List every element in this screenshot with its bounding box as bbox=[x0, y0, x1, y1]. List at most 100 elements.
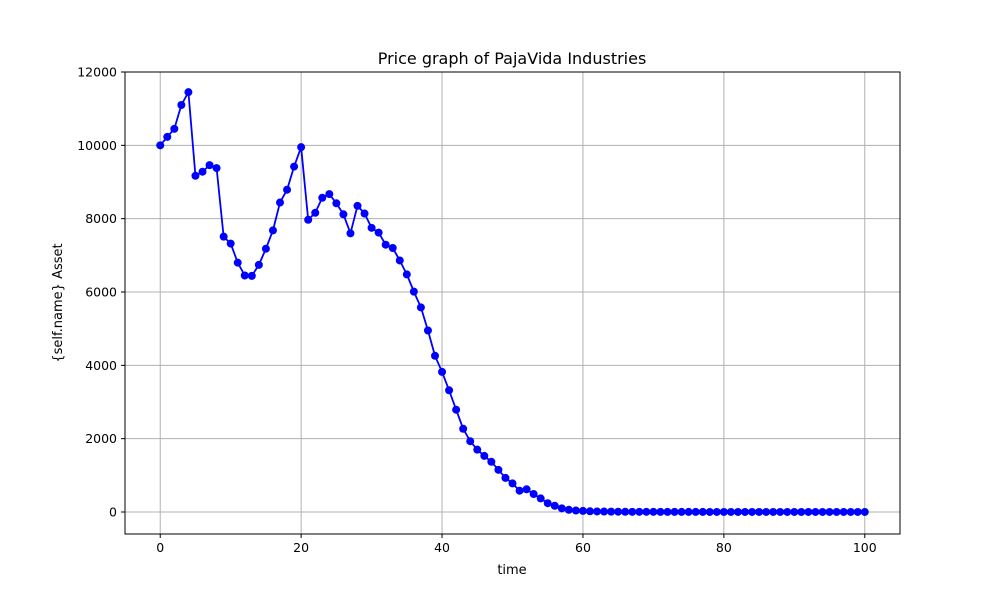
y-tick-label: 4000 bbox=[85, 358, 117, 373]
data-point bbox=[226, 239, 235, 248]
data-point bbox=[642, 507, 651, 516]
data-point bbox=[811, 507, 820, 516]
data-point bbox=[346, 229, 355, 238]
y-tick-label: 0 bbox=[109, 505, 117, 520]
data-point bbox=[268, 226, 277, 235]
data-point bbox=[649, 507, 658, 516]
data-point bbox=[297, 143, 306, 152]
data-point bbox=[254, 260, 263, 269]
data-point bbox=[339, 210, 348, 219]
data-point bbox=[332, 199, 341, 208]
data-point bbox=[691, 507, 700, 516]
x-tick-label: 80 bbox=[716, 540, 732, 555]
data-point bbox=[846, 507, 855, 516]
data-point bbox=[381, 240, 390, 249]
data-point bbox=[621, 507, 630, 516]
data-point bbox=[839, 507, 848, 516]
data-point bbox=[311, 208, 320, 217]
y-axis-label: {self.name} Asset bbox=[51, 243, 66, 362]
data-point bbox=[663, 507, 672, 516]
data-point bbox=[205, 161, 214, 170]
data-point bbox=[395, 256, 404, 265]
data-point bbox=[318, 193, 327, 202]
data-point bbox=[719, 507, 728, 516]
data-point bbox=[304, 215, 313, 224]
data-point bbox=[402, 270, 411, 279]
data-point bbox=[762, 507, 771, 516]
data-point bbox=[741, 507, 749, 516]
data-point bbox=[705, 507, 714, 516]
data-point bbox=[438, 367, 447, 376]
data-point bbox=[677, 507, 686, 516]
data-point bbox=[283, 185, 292, 194]
x-tick-label: 40 bbox=[434, 540, 450, 555]
data-point bbox=[536, 494, 545, 503]
data-point bbox=[684, 507, 693, 516]
data-point bbox=[698, 507, 707, 516]
data-point bbox=[550, 501, 559, 510]
data-point bbox=[571, 506, 580, 515]
data-point bbox=[853, 507, 862, 516]
data-point bbox=[445, 386, 454, 395]
data-point bbox=[600, 507, 609, 516]
data-point bbox=[184, 88, 193, 97]
data-point bbox=[790, 507, 799, 516]
data-point bbox=[480, 451, 489, 460]
y-tick-label: 10000 bbox=[77, 138, 117, 153]
data-point bbox=[219, 232, 228, 241]
data-point bbox=[748, 507, 757, 516]
data-point bbox=[593, 507, 602, 516]
data-point bbox=[586, 507, 594, 516]
data-point bbox=[712, 507, 721, 516]
data-point bbox=[607, 507, 616, 516]
data-point bbox=[409, 287, 418, 296]
data-point bbox=[156, 141, 165, 150]
data-point bbox=[198, 167, 207, 176]
data-point bbox=[508, 479, 517, 488]
data-point bbox=[494, 465, 503, 474]
data-point bbox=[233, 258, 242, 267]
data-point bbox=[177, 101, 186, 109]
x-axis-label: time bbox=[497, 563, 526, 578]
data-point bbox=[635, 507, 644, 516]
data-point bbox=[374, 228, 383, 237]
data-point bbox=[515, 486, 524, 495]
data-point bbox=[170, 124, 179, 133]
plot-area-frame bbox=[124, 71, 901, 535]
data-point bbox=[832, 507, 841, 516]
data-point bbox=[557, 504, 566, 513]
data-point bbox=[543, 499, 552, 508]
y-tick-label: 6000 bbox=[85, 285, 117, 300]
data-point bbox=[423, 326, 432, 335]
y-tick-label: 2000 bbox=[85, 431, 117, 446]
data-point bbox=[452, 405, 461, 414]
data-point bbox=[769, 507, 778, 516]
data-point bbox=[466, 437, 475, 446]
data-point bbox=[804, 507, 813, 516]
data-point bbox=[614, 507, 623, 516]
data-point bbox=[247, 271, 256, 280]
data-point bbox=[360, 209, 369, 218]
data-point bbox=[367, 223, 376, 232]
data-point bbox=[212, 164, 221, 173]
x-tick-label: 100 bbox=[853, 540, 877, 555]
x-tick-label: 60 bbox=[575, 540, 591, 555]
data-point bbox=[818, 507, 827, 516]
data-point bbox=[522, 485, 531, 494]
data-point bbox=[825, 507, 834, 516]
data-point bbox=[261, 244, 270, 253]
data-point bbox=[860, 507, 869, 516]
data-point bbox=[416, 303, 425, 312]
data-point bbox=[628, 507, 637, 516]
x-axis-ticks: 0 20 40 60 80 100 bbox=[156, 534, 877, 555]
chart-title: Price graph of PajaVida Industries bbox=[378, 49, 647, 68]
data-point bbox=[388, 244, 397, 252]
data-point bbox=[431, 351, 439, 360]
data-point bbox=[578, 506, 587, 515]
data-point bbox=[325, 190, 334, 199]
y-axis-ticks: 0 2000 4000 6000 8000 10000 12000 bbox=[77, 65, 125, 520]
data-point bbox=[733, 507, 742, 516]
data-point bbox=[459, 424, 468, 433]
